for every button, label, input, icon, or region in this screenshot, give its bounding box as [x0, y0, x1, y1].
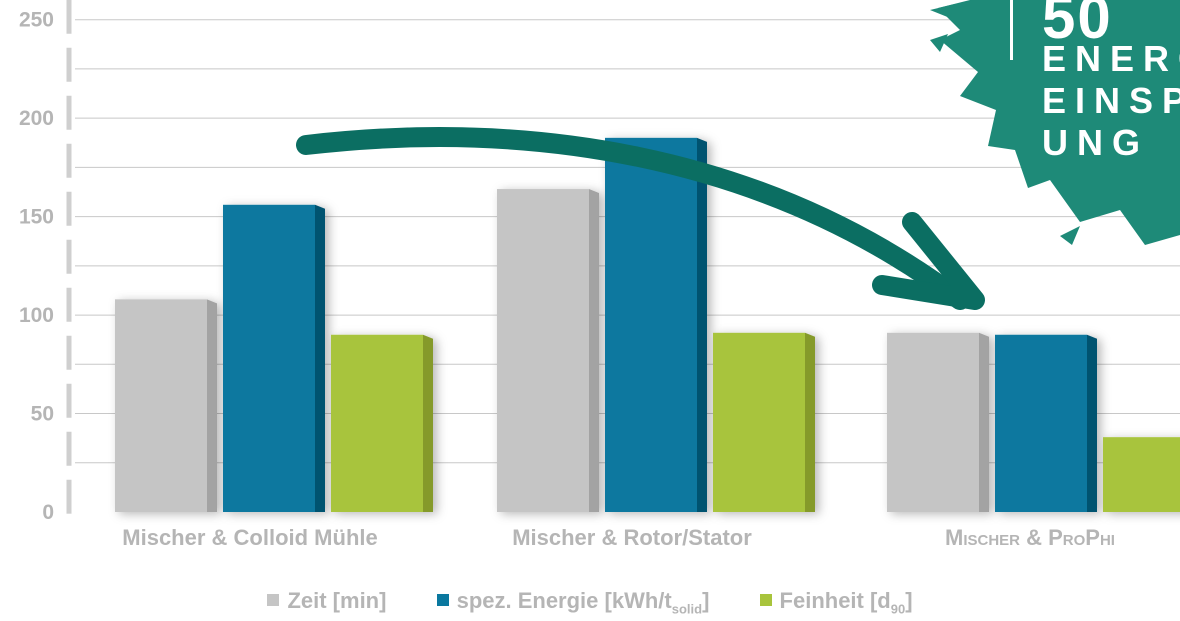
bar-side	[423, 334, 433, 512]
category-label: Mischer & ProPhi	[945, 525, 1115, 550]
badge-line-1: 50	[1042, 0, 1113, 51]
bar-face	[497, 189, 589, 513]
category-label: Mischer & Colloid Mühle	[122, 525, 377, 550]
legend-item-feinheit: Feinheit [d90]	[759, 588, 913, 617]
legend-label-feinheit: Feinheit [d	[779, 588, 891, 613]
bar	[115, 299, 217, 512]
badge-line-4: UNG	[1042, 122, 1149, 163]
legend-item-zeit: Zeit [min]	[267, 588, 386, 614]
bar-face	[995, 334, 1087, 512]
energy-badge	[930, 0, 1180, 245]
bar-side	[589, 189, 599, 513]
legend: Zeit [min] spez. Energie [kWh/tsolid] Fe…	[0, 588, 1180, 616]
legend-sub-feinheit: 90	[890, 601, 906, 617]
legend-swatch-energie	[436, 594, 449, 606]
legend-label-zeit: Zeit [min]	[287, 588, 387, 613]
bar-face	[115, 299, 207, 512]
y-axis: 0 50 100 150 200 250	[19, 0, 72, 524]
y-tick-label: 200	[19, 107, 54, 130]
bar-side	[315, 204, 325, 513]
bar-face	[605, 137, 697, 512]
y-tick-label: 250	[19, 9, 54, 32]
bars	[115, 137, 1180, 513]
legend-suffix-feinheit: ]	[905, 588, 913, 613]
y-tick-label: 50	[31, 403, 54, 426]
bar	[497, 189, 599, 513]
badge-line-3: EINSP	[1042, 80, 1180, 121]
bar-face	[331, 334, 423, 512]
legend-item-energie: spez. Energie [kWh/tsolid]	[436, 588, 710, 617]
bar-side	[805, 332, 815, 512]
legend-label-energie: spez. Energie [kWh/t	[456, 588, 672, 613]
arrow-shaft	[296, 127, 970, 310]
bar	[887, 332, 989, 512]
trend-arrow	[296, 127, 985, 310]
bar	[713, 332, 815, 512]
bar-side	[207, 299, 217, 512]
bar-face	[1103, 437, 1180, 512]
bar	[995, 334, 1097, 512]
bar	[223, 204, 325, 513]
category-label: Mischer & Rotor/Stator	[512, 525, 752, 550]
y-tick-label: 100	[19, 304, 54, 327]
y-tick-label: 0	[42, 501, 54, 524]
legend-swatch-feinheit	[759, 594, 772, 606]
bar-face	[887, 332, 979, 512]
legend-suffix-energie: ]	[702, 588, 710, 613]
bar-side	[979, 332, 989, 512]
badge-divider	[1010, 0, 1013, 60]
legend-sub-energie: solid	[671, 601, 703, 617]
bar-face	[713, 332, 805, 512]
bar	[331, 334, 433, 512]
badge-line-2: ENERG	[1042, 38, 1180, 79]
bar	[1103, 437, 1180, 512]
y-tick-label: 150	[19, 206, 54, 229]
bar-face	[223, 204, 315, 513]
bar	[605, 137, 707, 512]
legend-swatch-zeit	[267, 594, 280, 606]
bar-side	[1087, 334, 1097, 512]
arrow-head	[872, 212, 985, 310]
bar-side	[697, 137, 707, 512]
category-labels: Mischer & Colloid Mühle Mischer & Rotor/S…	[122, 525, 1115, 550]
